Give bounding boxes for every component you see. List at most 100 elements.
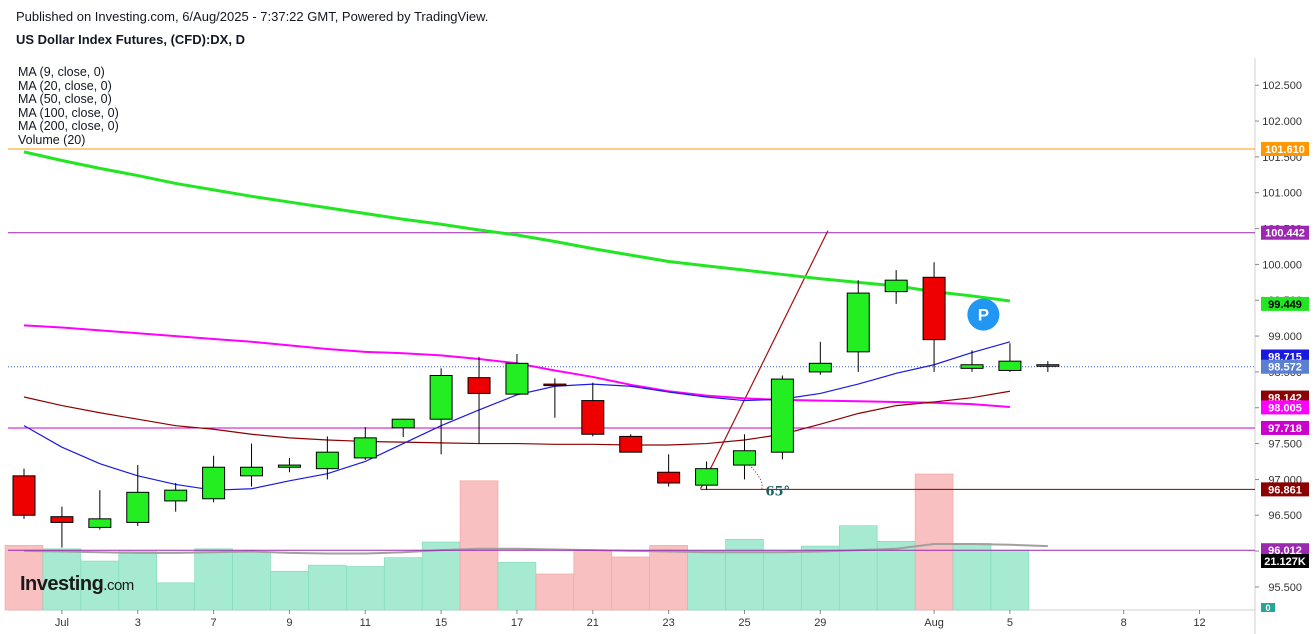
legend-ma200[interactable]: MA (200, close, 0)	[18, 119, 119, 134]
candle-body	[277, 464, 301, 468]
price-label: 98.005	[1268, 402, 1302, 414]
volume-bar	[4, 545, 44, 611]
pattern-marker-label: P	[978, 306, 989, 325]
published-note: Published on Investing.com, 6/Aug/2025 -…	[16, 9, 489, 24]
x-tick-label: 11	[360, 617, 371, 629]
level-label-bg	[1261, 543, 1309, 558]
x-tick-label: 12	[1193, 617, 1205, 629]
legend-volume[interactable]: Volume (20)	[18, 132, 86, 147]
candle-body	[1036, 364, 1060, 367]
x-tick-label: 17	[511, 617, 523, 629]
volume-bar	[611, 556, 650, 611]
volume-bar	[952, 543, 992, 611]
candle-body	[581, 400, 605, 435]
candle-body	[240, 466, 264, 477]
y-tick-label: 96.500	[1268, 510, 1302, 522]
ma200-line	[23, 150, 1011, 303]
zero-label: 0	[1265, 603, 1270, 613]
volume-label: 21.127K	[1264, 556, 1306, 568]
candle-body	[164, 489, 188, 502]
trend-line	[700, 230, 829, 489]
price-label-bg	[1261, 400, 1309, 415]
logo-suffix: .com	[103, 577, 134, 594]
legend-ma20[interactable]: MA (20, close, 0)	[18, 78, 112, 93]
candle-body	[543, 383, 567, 387]
level-label-bg	[1261, 420, 1309, 435]
x-tick-label: 29	[814, 617, 826, 629]
volume-ma-line	[23, 543, 1048, 555]
y-tick-label: 97.500	[1268, 439, 1302, 451]
volume-bar	[573, 549, 613, 611]
legend-ma100[interactable]: MA (100, close, 0)	[18, 105, 119, 120]
volume-bar	[308, 564, 347, 611]
x-tick-label: 9	[286, 617, 292, 629]
zero-label-bg	[1261, 603, 1275, 612]
support-label-bg	[1261, 482, 1309, 497]
x-tick-label: 23	[663, 617, 675, 629]
x-tick-label: 15	[435, 617, 447, 629]
x-tick-label: Jul	[55, 617, 69, 629]
price-label-bg	[1261, 359, 1309, 374]
y-tick-label: 102.500	[1262, 80, 1302, 92]
volume-bar	[194, 548, 233, 611]
volume-bar	[990, 549, 1030, 611]
volume-bar	[649, 545, 688, 611]
price-label: 98.572	[1268, 362, 1302, 374]
volume-bar	[876, 541, 916, 611]
candle-body	[884, 279, 908, 293]
volume-bar	[459, 480, 499, 611]
x-tick-label: 3	[135, 617, 141, 629]
candle-body	[353, 437, 377, 459]
volume-bar	[421, 541, 461, 611]
candle-body	[315, 451, 339, 470]
volume-bar	[763, 549, 802, 611]
volume-bar	[232, 551, 271, 611]
volume-bar	[914, 473, 954, 611]
candle-body	[770, 378, 794, 453]
y-tick-label: 99.000	[1268, 331, 1302, 343]
candle-body	[50, 516, 74, 523]
investing-logo: Investing.com	[20, 573, 134, 596]
volume-bar	[383, 557, 423, 611]
candle-body	[391, 418, 415, 429]
ma20-line	[23, 390, 1011, 446]
level-label: 100.442	[1265, 228, 1305, 240]
volume-bar	[687, 550, 726, 611]
level-label: 97.718	[1268, 423, 1302, 435]
candle-body	[505, 362, 529, 395]
candle-body	[619, 435, 643, 453]
candle-body	[695, 468, 719, 486]
x-tick-label: Aug	[924, 617, 944, 629]
angle-label: 65°	[765, 484, 790, 499]
level-label-bg	[1261, 142, 1309, 157]
y-tick-label: 100.000	[1262, 259, 1302, 271]
volume-bar	[42, 548, 82, 611]
price-label: 99.449	[1268, 299, 1302, 311]
candle-body	[657, 471, 681, 484]
candle-body	[12, 475, 36, 516]
volume-bar	[497, 562, 537, 611]
volume-bar	[346, 566, 385, 611]
legend-ma9[interactable]: MA (9, close, 0)	[18, 65, 105, 79]
y-tick-label: 95.500	[1268, 582, 1302, 594]
x-tick-label: 5	[1007, 617, 1013, 629]
legend-ma50[interactable]: MA (50, close, 0)	[18, 92, 112, 107]
candle-body	[808, 362, 832, 373]
volume-bar	[270, 570, 309, 611]
support-label: 96.861	[1268, 484, 1302, 496]
candle-body	[126, 491, 150, 523]
x-tick-label: 21	[587, 617, 599, 629]
candle-body	[846, 292, 870, 353]
logo-main: Investing	[20, 573, 104, 595]
candle-body	[960, 364, 984, 369]
level-label: 101.610	[1265, 144, 1305, 156]
volume-bar	[801, 545, 840, 611]
volume-bar	[535, 573, 575, 611]
pattern-marker	[967, 298, 1000, 331]
indicator-legend: MA (9, close, 0) MA (20, close, 0) MA (5…	[18, 65, 119, 148]
candle-body	[922, 276, 946, 341]
candle-body	[732, 450, 756, 466]
level-label-bg	[1261, 225, 1309, 240]
y-tick-label: 102.000	[1262, 116, 1302, 128]
